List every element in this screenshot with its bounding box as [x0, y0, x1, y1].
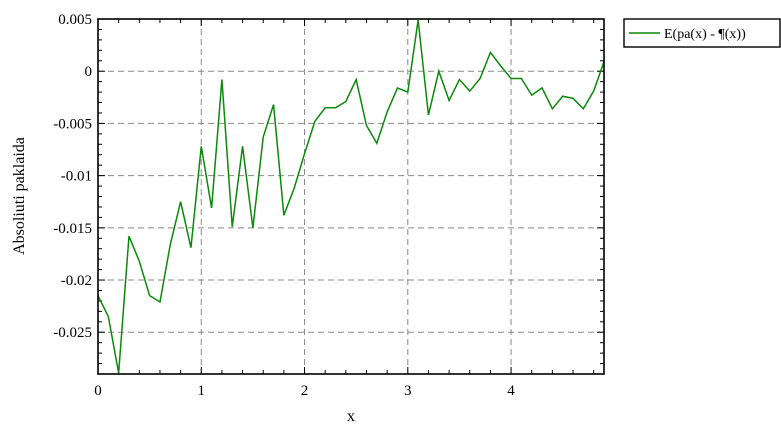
x-tick-labels: 0 1 2 3 4	[94, 383, 515, 399]
y-tick-label: 0	[85, 64, 93, 80]
series-layer	[97, 19, 605, 374]
axis-ticks	[97, 18, 604, 375]
y-tick-label: -0.025	[53, 325, 92, 341]
series-line	[97, 19, 605, 374]
y-tick-label: -0.005	[53, 116, 92, 132]
x-tick-label: 2	[301, 383, 309, 399]
y-tick-label: -0.01	[61, 169, 92, 185]
plot-frame	[97, 18, 605, 375]
y-tick-label: -0.02	[61, 273, 92, 289]
x-tick-label: 4	[507, 383, 515, 399]
x-tick-label: 1	[198, 383, 206, 399]
x-tick-label: 3	[404, 383, 412, 399]
x-axis-title: x	[347, 408, 355, 425]
grid-lines	[98, 19, 604, 374]
y-tick-labels: 0.005 0 -0.005 -0.01 -0.015 -0.02 -0.025	[53, 12, 92, 341]
x-tick-label: 0	[94, 383, 102, 399]
y-axis-title: Absoliuti paklaida	[11, 137, 28, 255]
y-tick-label: -0.015	[53, 221, 92, 237]
legend-label: E(pa(x) - ¶(x))	[664, 27, 746, 42]
y-tick-label: 0.005	[58, 12, 92, 28]
legend: E(pa(x) - ¶(x))	[623, 18, 781, 48]
